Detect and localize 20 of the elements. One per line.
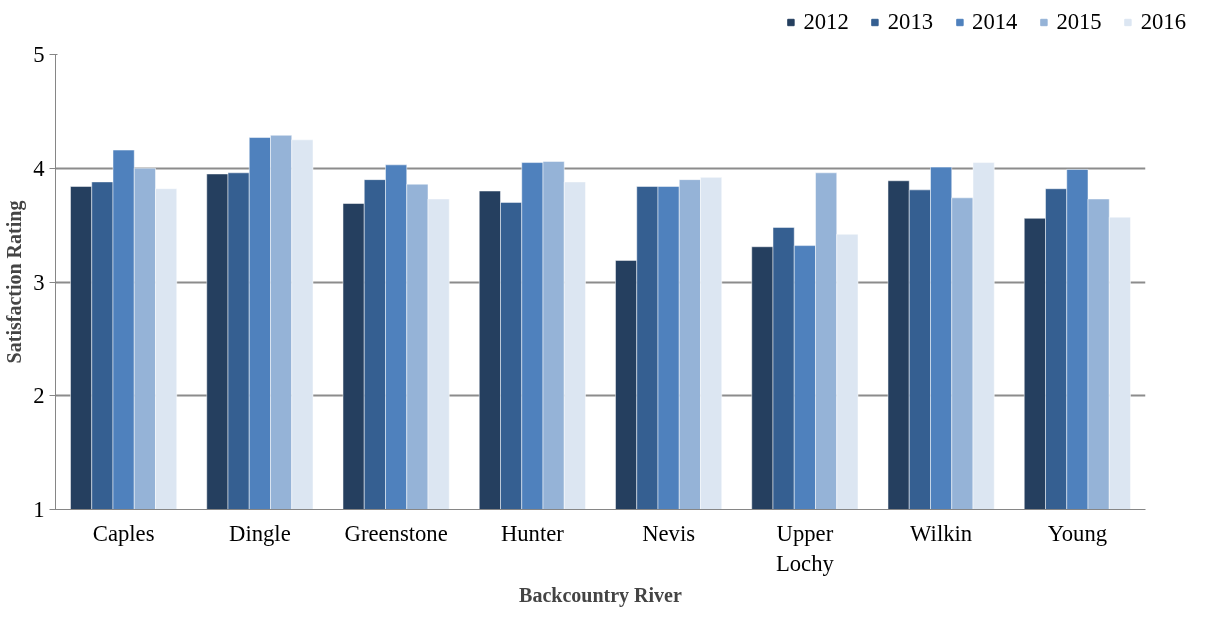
y-tick-label: 2 (33, 383, 45, 409)
legend-label: 2012 (803, 9, 849, 35)
x-tick-label: Caples (92, 520, 155, 546)
legend-label: 2014 (972, 9, 1018, 35)
x-tick-label: Greenstone (344, 520, 448, 546)
x-tick-label: Hunter (500, 520, 565, 546)
y-tick-label: 5 (33, 42, 45, 67)
y-tick-label: 3 (33, 269, 45, 295)
x-tick-label: Nevis (642, 520, 696, 546)
y-axis-title: Satisfaction Rating (3, 200, 27, 364)
x-tick-label: Upper Lochy (775, 520, 835, 576)
x-tick-label: Young (1047, 520, 1108, 546)
legend-label: 2013 (887, 9, 934, 35)
x-axis-title: Backcountry River (519, 583, 682, 607)
legend-label: 2016 (1140, 9, 1186, 35)
legend-label: 2015 (1056, 9, 1102, 35)
x-tick-label: Dingle (229, 520, 291, 546)
y-tick-label: 4 (33, 155, 45, 181)
x-tick-label: Wilkin (910, 520, 973, 546)
y-tick-label: 1 (33, 497, 45, 522)
